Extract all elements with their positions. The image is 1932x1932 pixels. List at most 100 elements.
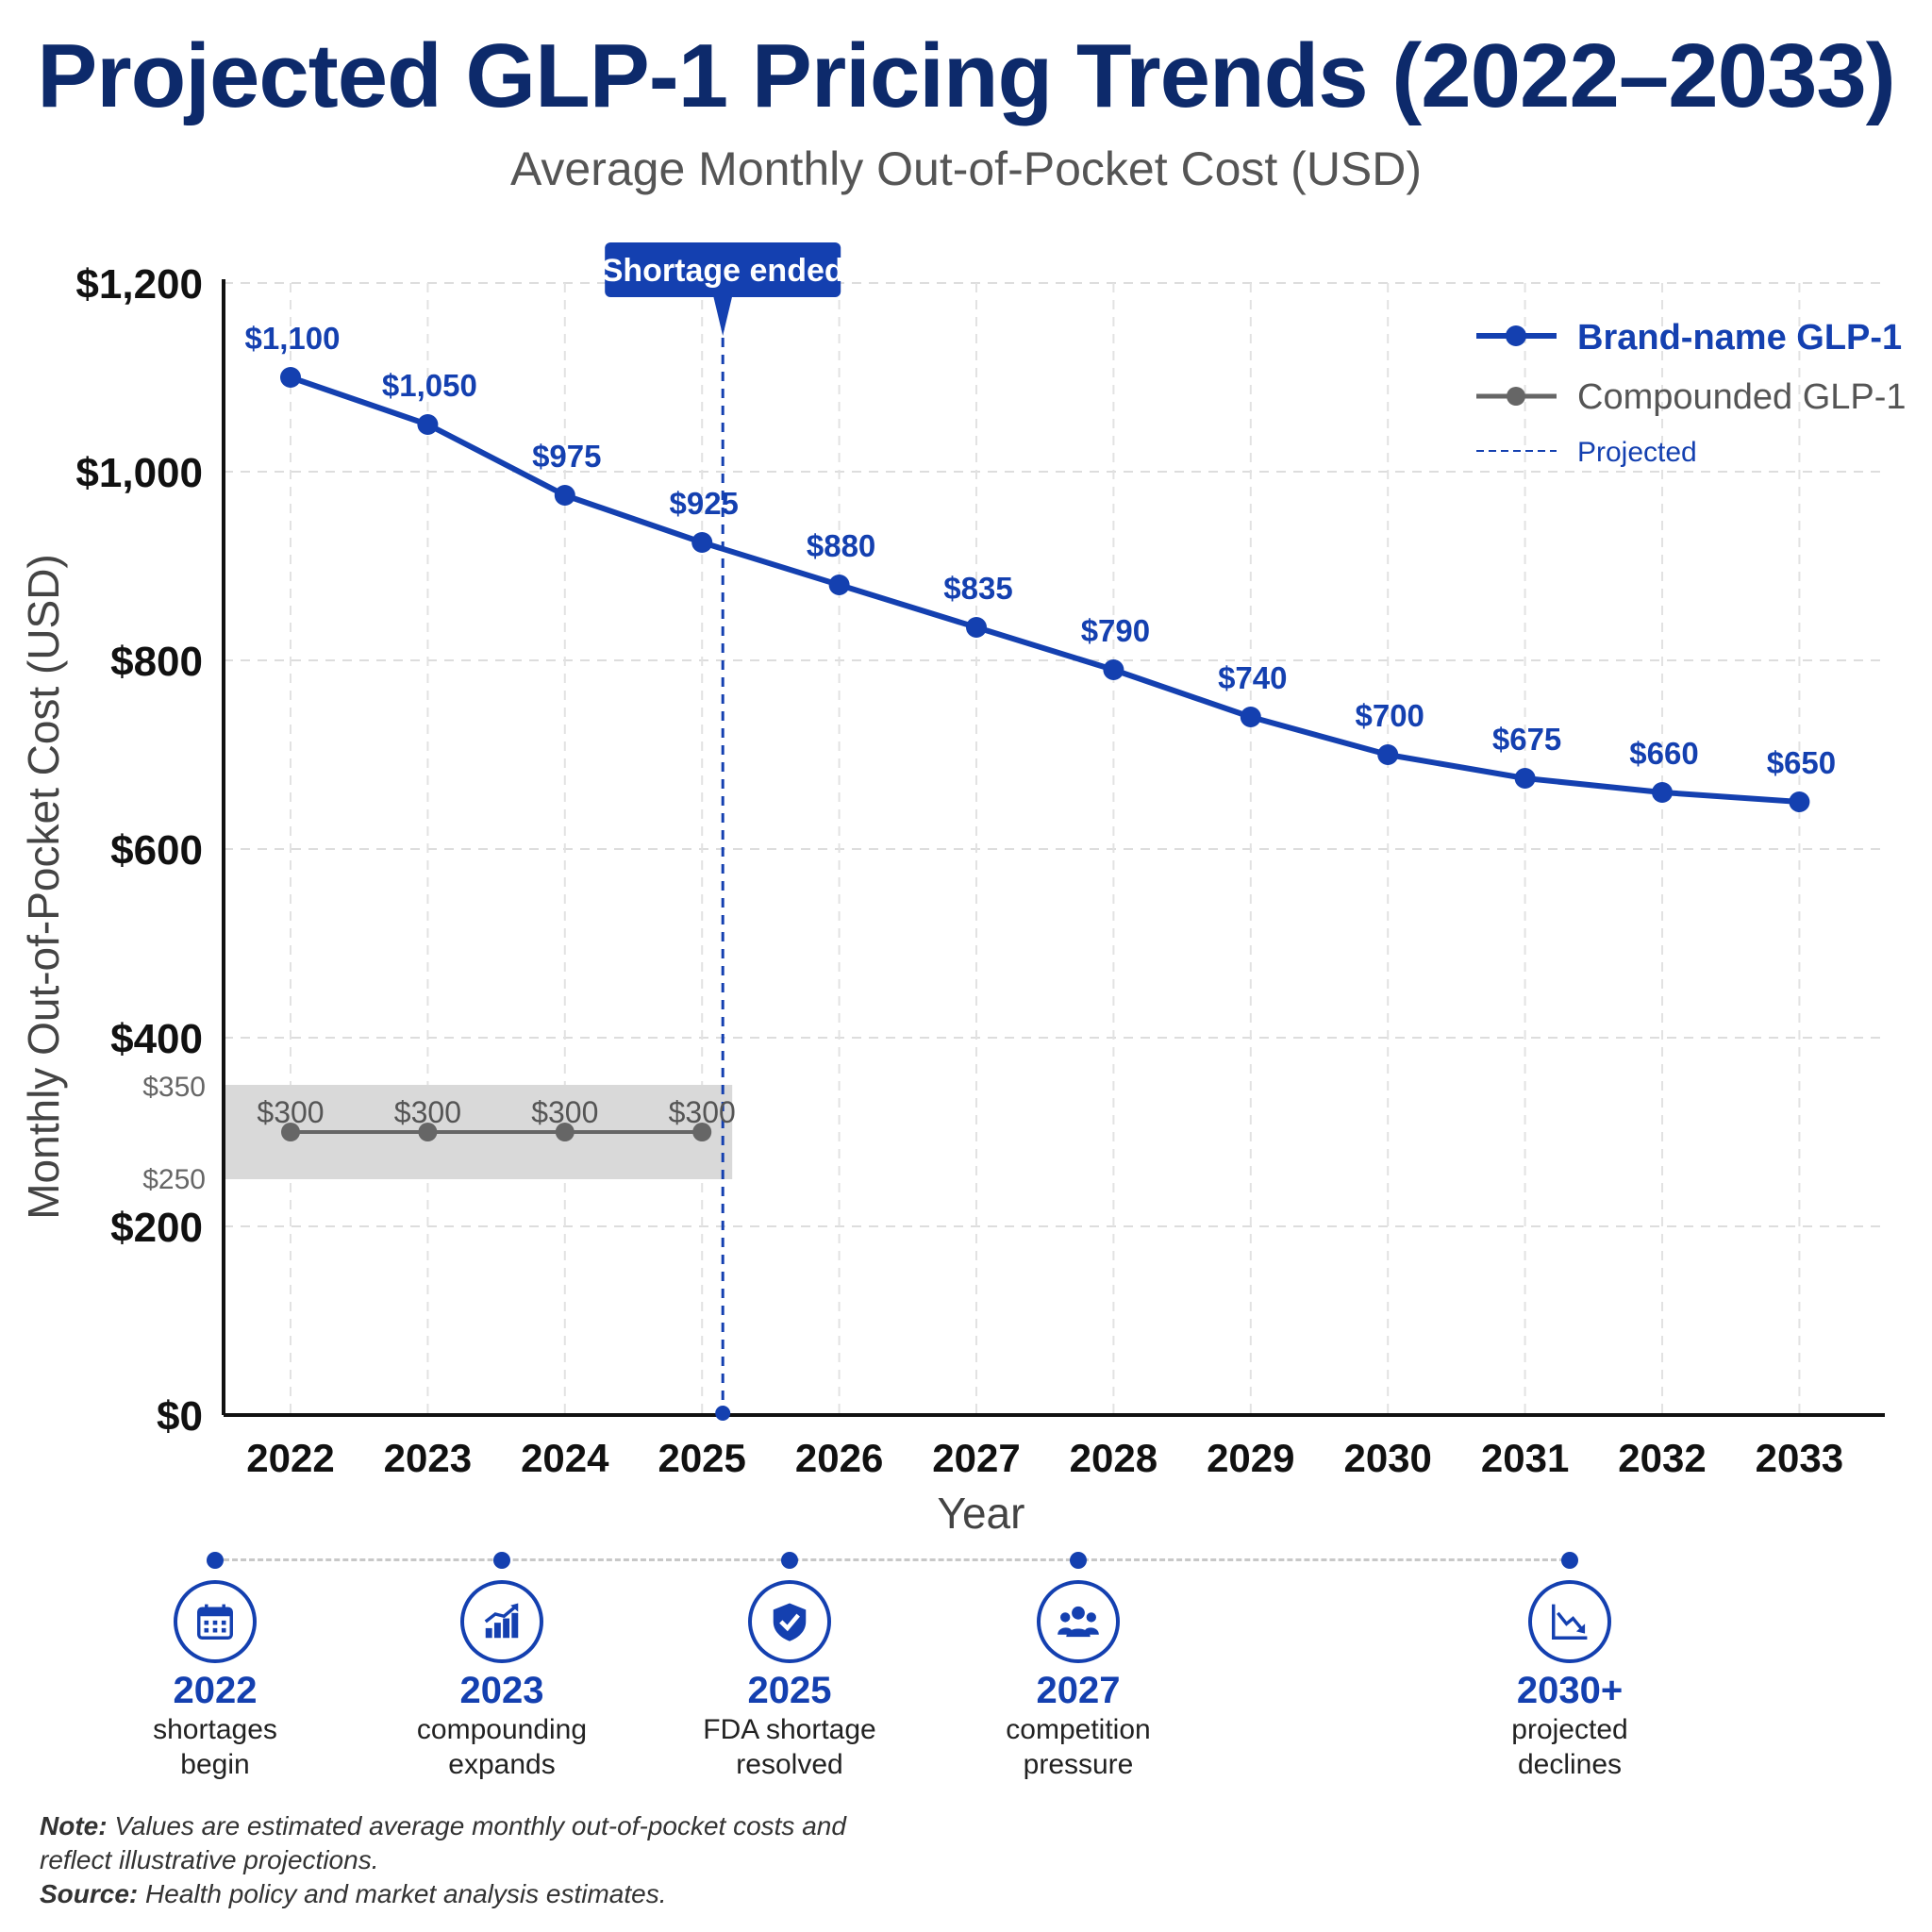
x-tick-labels: 2022 2023 2024 2025 2026 2027 2028 2029 2030 2031… xyxy=(246,1436,1843,1480)
x-tick-label: 2027 xyxy=(932,1436,1020,1480)
milestone-dot xyxy=(493,1552,510,1569)
milestone-line-2: begin xyxy=(180,1749,250,1780)
shield-check-icon xyxy=(748,1580,831,1663)
x-tick-label: 2032 xyxy=(1618,1436,1706,1480)
milestone-line-1: shortages xyxy=(153,1714,277,1745)
calendar-icon xyxy=(174,1580,257,1663)
milestone-year: 2022 xyxy=(173,1670,258,1711)
brand-point xyxy=(1652,782,1673,803)
y-tick-label: $800 xyxy=(110,639,203,685)
y-tick-label: $1,200 xyxy=(75,261,203,308)
brand-data-label: $700 xyxy=(1355,698,1424,733)
range-band-low-label: $250 xyxy=(142,1164,206,1195)
milestone-line-1: compounding xyxy=(416,1714,588,1745)
compounded-data-label: $300 xyxy=(394,1095,461,1129)
brand-point xyxy=(417,414,439,435)
source-line: Source: Health policy and market analysi… xyxy=(40,1877,889,1911)
x-tick-label: 2026 xyxy=(795,1436,883,1480)
compounded-point xyxy=(692,1123,712,1141)
x-tick-label: 2025 xyxy=(658,1436,745,1480)
brand-data-label: $790 xyxy=(1081,613,1150,648)
milestone-year: 2027 xyxy=(1036,1670,1121,1711)
milestone-dot xyxy=(207,1552,224,1569)
timeline-connector xyxy=(215,1558,1574,1561)
annotation-pointer xyxy=(713,296,733,336)
milestone-dot xyxy=(781,1552,798,1569)
note-line: Note: Values are estimated average month… xyxy=(40,1809,889,1877)
x-axis-label: Year xyxy=(938,1489,1025,1538)
milestone-description: FDA shortage resolved xyxy=(648,1712,931,1782)
y-axis-label: Monthly Out-of-Pocket Cost (USD) xyxy=(19,554,68,1220)
series-group: $300 $300 $300 $300 $1,100 $1,050 $975 $925 $880… xyxy=(245,321,1836,1141)
shortage-annotation: Shortage ended xyxy=(602,242,844,1421)
milestone-year: 2023 xyxy=(459,1670,544,1711)
people-group-icon xyxy=(1037,1580,1120,1663)
source-text: Health policy and market analysis estima… xyxy=(138,1879,667,1908)
note-label: Note: xyxy=(40,1811,108,1840)
milestone-description: compounding expands xyxy=(360,1712,643,1782)
legend-projected-label: Projected xyxy=(1577,437,1697,468)
range-band-high-label: $350 xyxy=(142,1072,206,1103)
chart-subtitle: Average Monthly Out-of-Pocket Cost (USD) xyxy=(509,142,1423,195)
brand-data-label: $880 xyxy=(807,528,875,563)
brand-point xyxy=(691,532,713,553)
annotation-base-dot xyxy=(715,1406,731,1421)
brand-data-label: $975 xyxy=(532,439,601,474)
y-tick-label: $200 xyxy=(110,1205,203,1251)
compounded-point xyxy=(418,1123,438,1141)
brand-data-label: $925 xyxy=(669,486,738,521)
brand-point xyxy=(828,575,850,595)
compounded-data-label: $300 xyxy=(531,1095,598,1129)
chart-title: Projected GLP-1 Pricing Trends (2022–203… xyxy=(37,25,1896,126)
compounded-point xyxy=(555,1123,575,1141)
milestone-year: 2030+ xyxy=(1516,1670,1624,1711)
source-label: Source: xyxy=(40,1879,139,1908)
x-tick-label: 2023 xyxy=(384,1436,472,1480)
milestone-year: 2025 xyxy=(747,1670,832,1711)
line-chart: $350$250 $0$200$400$600$800$1,000$1,200 … xyxy=(19,242,1907,1538)
legend-compounded-label: Compounded GLP-1 xyxy=(1577,377,1907,417)
brand-data-label: $660 xyxy=(1629,736,1698,771)
x-tick-label: 2024 xyxy=(521,1436,609,1480)
decline-chart-icon xyxy=(1528,1580,1611,1663)
compounded-point xyxy=(281,1123,300,1141)
brand-point xyxy=(1789,791,1810,812)
milestone-description: projected declines xyxy=(1428,1712,1711,1782)
milestone-description: competition pressure xyxy=(937,1712,1220,1782)
x-tick-label: 2028 xyxy=(1070,1436,1158,1480)
brand-data-label: $650 xyxy=(1767,745,1836,780)
milestone-dot xyxy=(1561,1552,1578,1569)
note-text: Values are estimated average monthly out… xyxy=(40,1811,846,1874)
y-tick-label: $1,000 xyxy=(75,450,203,496)
brand-point xyxy=(966,617,987,638)
annotation-label: Shortage ended xyxy=(602,253,844,289)
brand-point xyxy=(554,485,575,506)
x-tick-label: 2031 xyxy=(1481,1436,1569,1480)
milestone-line-2: pressure xyxy=(1023,1749,1134,1780)
y-tick-labels: $0 $200 $400 $600 $800 $1,000 $1,200 xyxy=(75,261,203,1440)
brand-point xyxy=(1103,659,1124,680)
y-tick-label: $0 xyxy=(157,1393,203,1440)
compounded-data-label: $300 xyxy=(669,1095,736,1129)
x-tick-label: 2030 xyxy=(1343,1436,1431,1480)
milestone-dot xyxy=(1070,1552,1087,1569)
milestone-line-1: competition xyxy=(1006,1714,1151,1745)
legend-brand-label: Brand-name GLP-1 xyxy=(1577,318,1902,358)
x-tick-label: 2022 xyxy=(246,1436,334,1480)
brand-data-label: $1,100 xyxy=(245,321,341,356)
brand-point xyxy=(1240,707,1261,727)
brand-point xyxy=(280,367,301,388)
brand-data-label: $740 xyxy=(1218,660,1287,695)
x-tick-label: 2033 xyxy=(1756,1436,1843,1480)
compounded-data-label: $300 xyxy=(257,1095,324,1129)
milestone-line-2: expands xyxy=(448,1749,556,1780)
legend-brand-marker xyxy=(1506,325,1526,346)
milestone-line-1: FDA shortage xyxy=(703,1714,876,1745)
brand-data-label: $1,050 xyxy=(382,368,477,403)
milestone-line-1: projected xyxy=(1511,1714,1628,1745)
legend-compounded-marker xyxy=(1507,387,1525,406)
brand-point xyxy=(1377,744,1399,765)
milestone-description: shortages begin xyxy=(74,1712,357,1782)
milestone-line-2: resolved xyxy=(736,1749,843,1780)
axes xyxy=(222,279,1885,1417)
